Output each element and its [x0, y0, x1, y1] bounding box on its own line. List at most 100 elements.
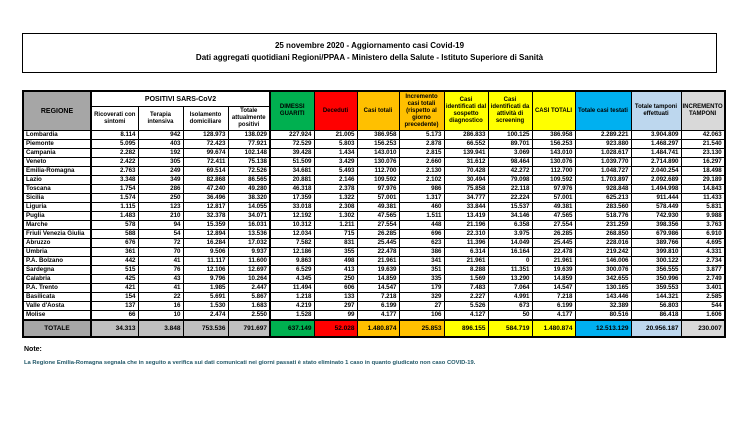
data-cell: 578.449: [630, 202, 682, 212]
data-cell: 20.881: [269, 175, 315, 185]
total-value-cell: 12.513.129: [574, 319, 632, 338]
data-cell: 498: [313, 256, 358, 266]
data-cell: 286: [137, 184, 184, 194]
data-cell: 4.177: [356, 310, 400, 321]
data-cell: 51.509: [269, 157, 315, 167]
data-cell: 1.985: [182, 283, 229, 293]
data-cell: 156.253: [531, 139, 576, 149]
data-cell: 15.359: [182, 220, 229, 230]
data-cell: 10: [137, 310, 184, 321]
data-cell: 5.526: [443, 301, 489, 311]
data-cell: 679.986: [630, 229, 682, 239]
data-cell: 696: [398, 229, 445, 239]
data-cell: 1.494.998: [630, 184, 682, 194]
data-cell: 1.528: [269, 310, 315, 321]
total-value-cell: 791.697: [227, 319, 271, 338]
data-cell: 5.691: [182, 292, 229, 302]
data-cell: 146.006: [574, 256, 632, 266]
data-cell: 421: [90, 283, 139, 293]
data-cell: 25.445: [356, 238, 400, 248]
data-cell: 16.284: [182, 238, 229, 248]
region-name-cell: Basilicata: [22, 292, 92, 302]
data-cell: 1.703.897: [574, 175, 632, 185]
data-cell: 138.029: [227, 130, 271, 140]
data-cell: 2.734: [680, 256, 726, 266]
data-cell: 2.815: [398, 148, 445, 158]
data-cell: 6.358: [487, 220, 533, 230]
data-cell: 386.958: [356, 130, 400, 140]
data-cell: 50: [487, 310, 533, 321]
data-cell: 268.850: [574, 229, 632, 239]
data-cell: 72.411: [182, 157, 229, 167]
region-name-cell: Lombardia: [22, 130, 92, 140]
report-title-box: 25 novembre 2020 - Aggiornamento casi Co…: [22, 33, 717, 73]
column-header: CASI TOTALI: [531, 90, 576, 131]
table-footer: TOTALE 34.313 3.848 753.536 791.697 637.149 52…: [22, 319, 726, 338]
data-cell: 31.612: [443, 157, 489, 167]
data-cell: 34.071: [227, 211, 271, 221]
column-header: DIMESSI GUARITI: [269, 90, 315, 131]
data-cell: 1.115: [90, 202, 139, 212]
data-cell: 1.683: [227, 301, 271, 311]
data-cell: 2.585: [680, 292, 726, 302]
data-cell: 5.867: [227, 292, 271, 302]
table-body: Lombardia 8.114 942 128.973 138.029 227.924 21…: [22, 130, 726, 321]
data-cell: 16.164: [487, 247, 533, 257]
data-cell: 1.484.741: [630, 148, 682, 158]
region-name-cell: P.A. Bolzano: [22, 256, 92, 266]
data-cell: 22.118: [487, 184, 533, 194]
data-cell: 16.031: [227, 220, 271, 230]
data-cell: 12.697: [227, 265, 271, 275]
data-cell: 106: [398, 310, 445, 321]
data-cell: 139.941: [443, 148, 489, 158]
data-cell: 2.422: [90, 157, 139, 167]
region-name-cell: Veneto: [22, 157, 92, 167]
column-header: Totale attualmente positivi: [227, 106, 271, 131]
total-value-cell: 25.853: [398, 319, 445, 338]
data-cell: 179: [398, 283, 445, 293]
data-cell: 72.529: [269, 139, 315, 149]
region-name-cell: Emilia-Romagna: [22, 166, 92, 176]
data-cell: 102.148: [227, 148, 271, 158]
data-cell: 27.554: [531, 220, 576, 230]
data-cell: 300.122: [630, 256, 682, 266]
region-name-cell: Abruzzo: [22, 238, 92, 248]
data-cell: 143.010: [531, 148, 576, 158]
data-cell: 2.447: [227, 283, 271, 293]
data-cell: 98.464: [487, 157, 533, 167]
data-cell: 1.606: [680, 310, 726, 321]
data-cell: 70: [137, 247, 184, 257]
data-cell: 21.540: [680, 139, 726, 149]
table-row: Marche 578 94 15.359 16.031 10.312 1.211 27.554…: [22, 220, 726, 230]
note-text: La Regione Emilia-Romagna segnala che in…: [24, 360, 476, 366]
data-cell: 41: [137, 283, 184, 293]
data-cell: 25.445: [531, 238, 576, 248]
data-cell: 4.695: [680, 238, 726, 248]
data-cell: 673: [487, 301, 533, 311]
data-cell: 676: [90, 238, 139, 248]
data-cell: 9.506: [182, 247, 229, 257]
data-cell: 22.478: [531, 247, 576, 257]
data-cell: 32.378: [182, 211, 229, 221]
data-cell: 18.498: [680, 166, 726, 176]
data-cell: 75.858: [443, 184, 489, 194]
data-cell: 9.796: [182, 274, 229, 284]
data-cell: 11.351: [487, 265, 533, 275]
data-cell: 10.312: [269, 220, 315, 230]
data-cell: 100.125: [487, 130, 533, 140]
data-cell: 5.095: [90, 139, 139, 149]
data-cell: 231.259: [574, 220, 632, 230]
total-value-cell: 896.155: [443, 319, 489, 338]
table-row: Molise 66 10 2.474 2.550 1.528 99 4.177 106 4.127…: [22, 310, 726, 321]
data-cell: 0: [487, 256, 533, 266]
data-cell: 39.428: [269, 148, 315, 158]
data-cell: 97.976: [356, 184, 400, 194]
data-cell: 13.419: [443, 211, 489, 221]
data-cell: 11.396: [443, 238, 489, 248]
data-cell: 19.639: [531, 265, 576, 275]
table-header: REGIONE POSITIVI SARS-CoV2 DIMESSI GUARITI…: [22, 90, 726, 131]
data-cell: 10.264: [227, 274, 271, 284]
data-cell: 8.288: [443, 265, 489, 275]
data-cell: 1.322: [313, 193, 358, 203]
